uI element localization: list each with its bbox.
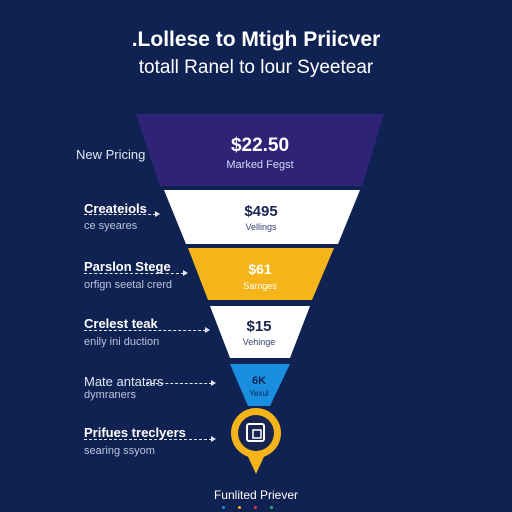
stage-2-desc: ce syeares [84, 220, 138, 232]
funnel-stage-2-value: $495 [244, 203, 277, 220]
stage-4-label: Crelest teak [84, 316, 158, 331]
funnel-stage-1 [136, 114, 384, 186]
funnel-stage-4 [210, 306, 310, 358]
stage-5-desc: dymraners [84, 389, 136, 401]
funnel-stage-5-sub: Yexul [249, 389, 269, 398]
stage-5-label: Mate antatars [84, 374, 164, 389]
funnel-stage-2 [164, 190, 360, 244]
stage-6-label: Prifues treclyers [84, 425, 186, 440]
stage-3-label: Parslon Stege [84, 259, 171, 274]
funnel-stage-3-sub: Sarnges [243, 281, 277, 291]
stage-2-arrow-icon [155, 211, 160, 217]
stage-2-connector [84, 214, 156, 215]
stage-4-desc: enily ini duction [84, 336, 160, 348]
stage-1-label: New Pricing [76, 147, 146, 162]
stage-2-label: Createiols [84, 201, 147, 216]
funnel-stage-5-value: 6K [252, 375, 266, 387]
stage-6-connector [84, 439, 212, 440]
stage-3-arrow-icon [183, 270, 188, 276]
funnel-stage-4-value: $15 [246, 318, 271, 335]
funnel-stage-4-sub: Vehinge [243, 337, 276, 347]
brand-dot-2 [238, 506, 241, 509]
footer-caption: Funlited Priever [213, 488, 299, 502]
stage-3-connector [84, 273, 184, 274]
page-title: .Lollese to Mtigh Priicver [131, 28, 381, 51]
stage-6-arrow-icon [211, 436, 216, 442]
document-icon [246, 423, 265, 442]
page-subtitle: totall Ranel to lour Syeetear [138, 57, 374, 78]
stage-5-connector [146, 383, 212, 384]
funnel-stage-5 [230, 364, 290, 406]
stage-4-connector [84, 330, 206, 331]
brand-dot-1 [222, 506, 225, 509]
funnel-stage-3 [188, 248, 334, 300]
funnel-stage-2-sub: Vellings [245, 222, 277, 232]
stage-3-desc: orfign seetal crerd [84, 279, 173, 291]
brand-dot-3 [254, 506, 257, 509]
stage-4-arrow-icon [205, 327, 210, 333]
funnel-stage-1-sub: Marked Fegst [226, 159, 293, 171]
stage-6-desc: searing ssyom [84, 445, 155, 457]
funnel-stage-1-value: $22.50 [231, 135, 289, 156]
brand-dot-4 [270, 506, 273, 509]
funnel-stage-3-value: $61 [248, 261, 272, 277]
stage-5-arrow-icon [211, 380, 216, 386]
